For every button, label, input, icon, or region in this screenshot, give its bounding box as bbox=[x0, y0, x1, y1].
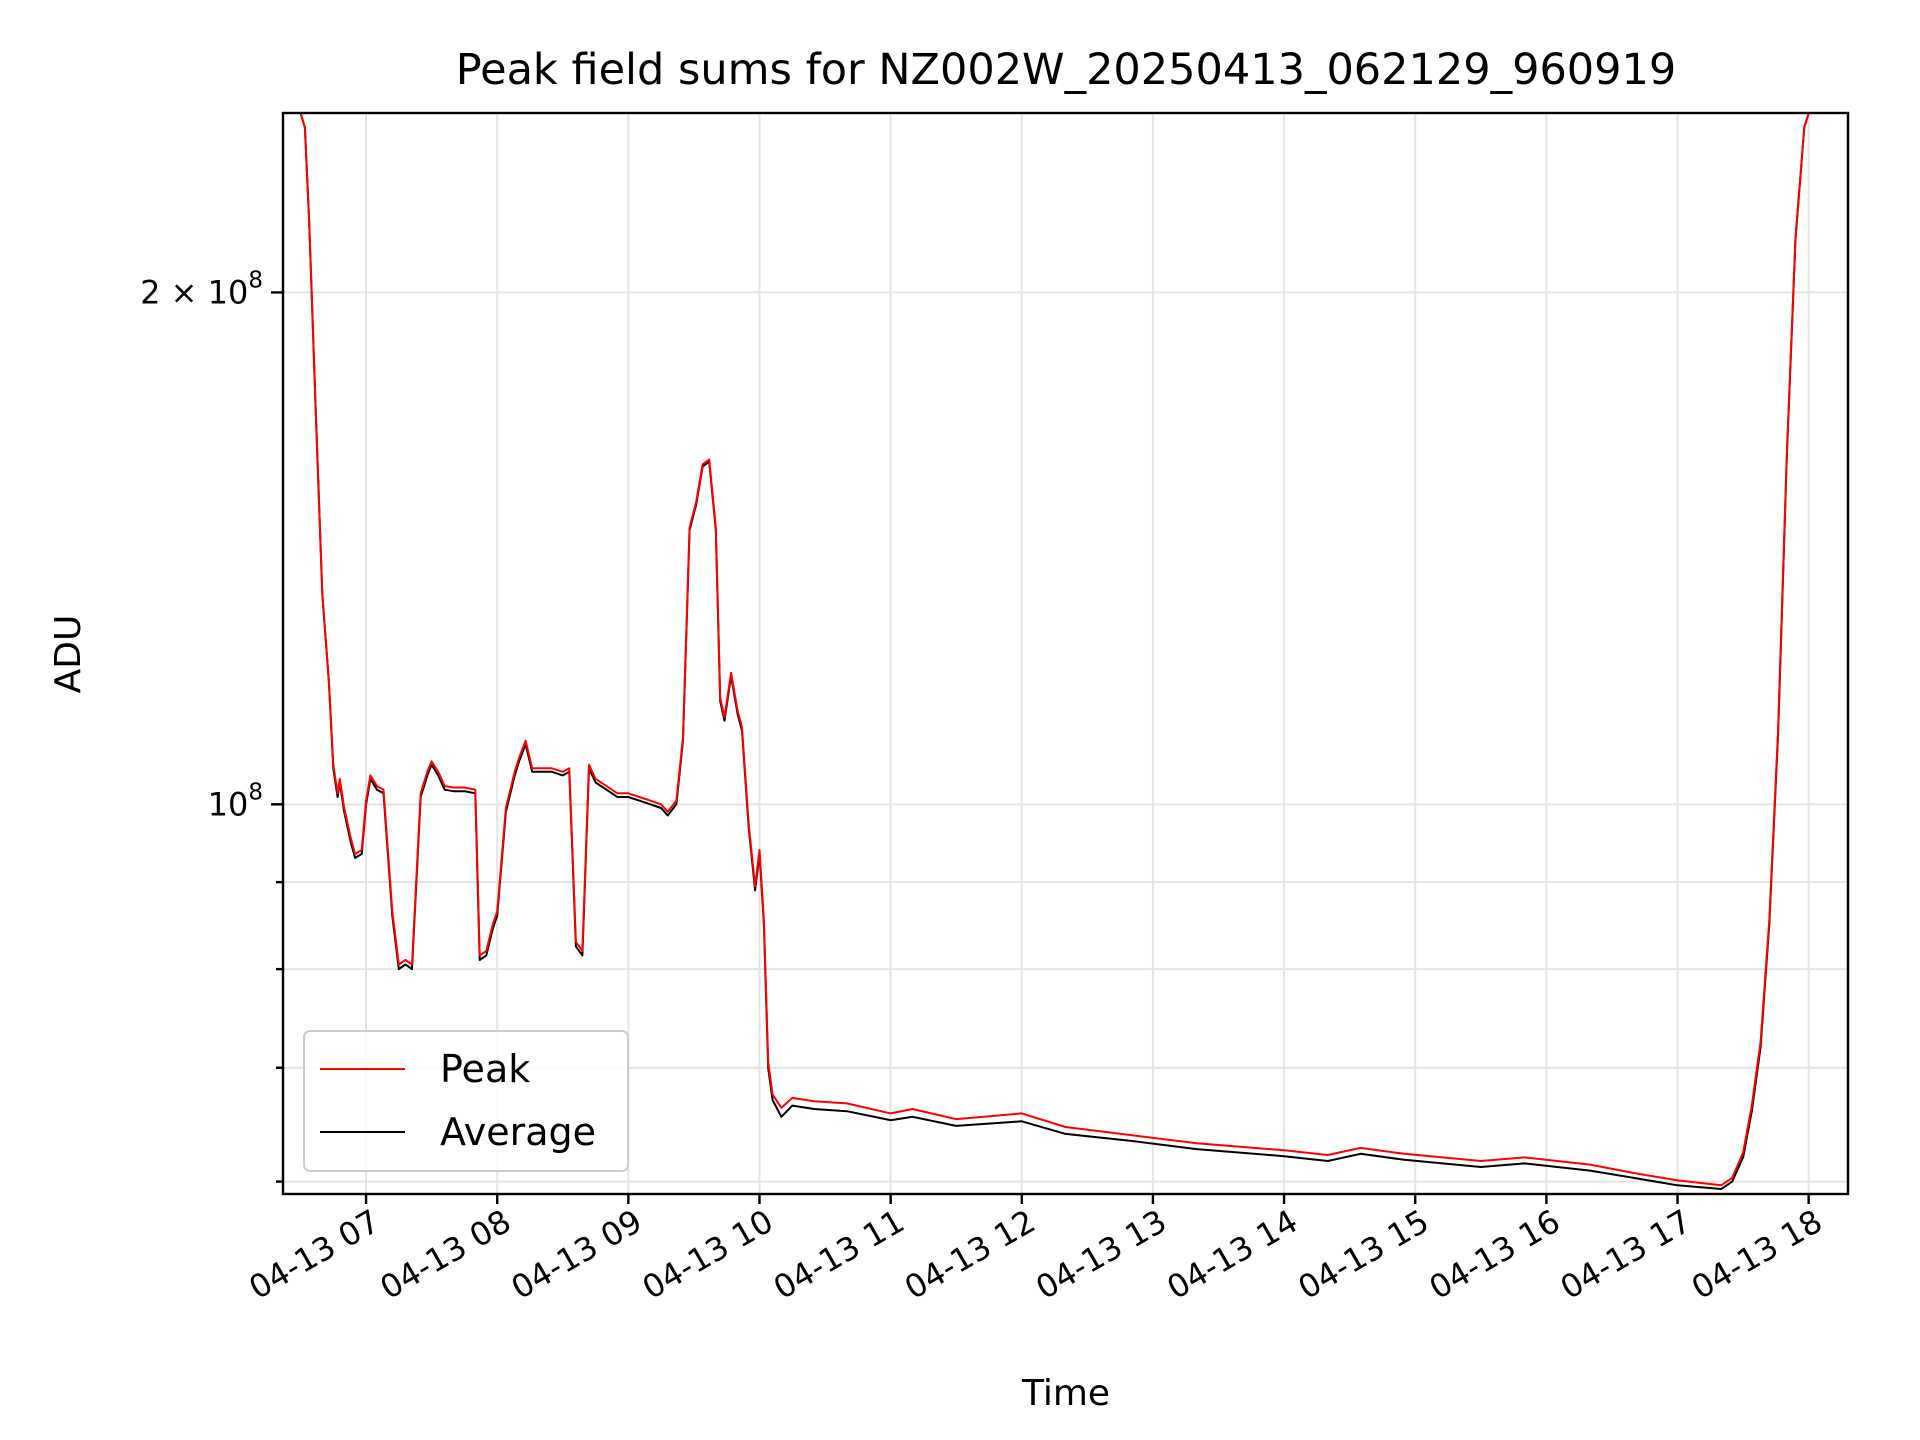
grid-layer bbox=[283, 113, 1848, 1194]
x-axis-title: Time bbox=[1021, 1373, 1110, 1414]
legend-box bbox=[303, 1030, 629, 1172]
legend-average-label: Average bbox=[440, 1110, 596, 1154]
plot-frame bbox=[281, 111, 1850, 1196]
y-tick-base: 10 bbox=[208, 785, 249, 823]
y-axis-title: ADU bbox=[48, 615, 89, 694]
legend: Peak Average bbox=[303, 1030, 629, 1172]
y-tick-label: 108 bbox=[208, 779, 263, 823]
chart-title: Peak field sums for NZ002W_20250413_0621… bbox=[456, 45, 1677, 95]
y-tick-label: 2 × 108 bbox=[140, 267, 263, 311]
series-layer bbox=[299, 113, 1810, 1190]
y-tick-exponent: 8 bbox=[248, 267, 263, 293]
legend-peak-label: Peak bbox=[440, 1047, 530, 1091]
series-line-peak bbox=[299, 113, 1810, 1187]
y-tick-base: 2 × 10 bbox=[140, 273, 248, 311]
y-tick-exponent: 8 bbox=[248, 779, 263, 805]
